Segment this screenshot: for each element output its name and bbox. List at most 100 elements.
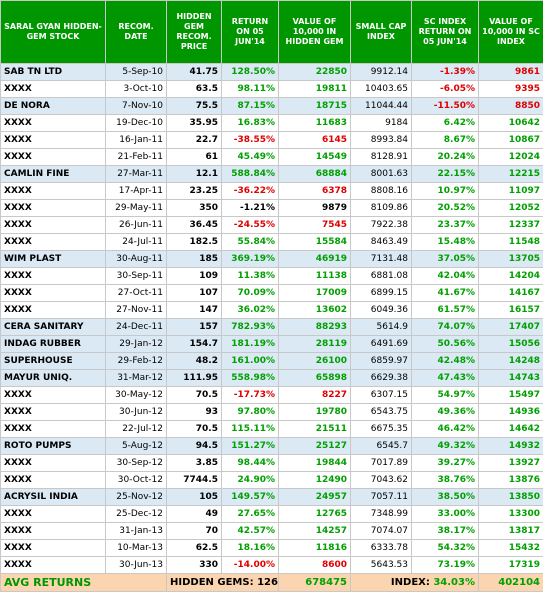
- small-cap-index: 6543.75: [351, 404, 412, 421]
- recom-date: 24-Jul-11: [106, 234, 167, 251]
- stock-name: SAB TN LTD: [1, 64, 106, 81]
- return-pct: 16.83%: [222, 115, 279, 132]
- sc-index-return: 47.43%: [412, 370, 479, 387]
- average-row: AVG RETURNS HIDDEN GEMS: 126.2% 678475 I…: [1, 574, 543, 592]
- small-cap-index: 8993.84: [351, 132, 412, 149]
- stock-name: INDAG RUBBER: [1, 336, 106, 353]
- stock-name: XXXX: [1, 506, 106, 523]
- recom-price: 23.25: [167, 183, 222, 200]
- small-cap-index: 6881.08: [351, 268, 412, 285]
- small-cap-index: 6859.97: [351, 353, 412, 370]
- stock-name: ROTO PUMPS: [1, 438, 106, 455]
- sc-index-value: 12052: [479, 200, 543, 217]
- sc-index-value: 13876: [479, 472, 543, 489]
- return-pct: 558.98%: [222, 370, 279, 387]
- small-cap-index: 7131.48: [351, 251, 412, 268]
- hidden-gem-value: 9879: [279, 200, 351, 217]
- stock-name: CERA SANITARY: [1, 319, 106, 336]
- header-index: SMALL CAP INDEX: [351, 1, 412, 64]
- sc-index-return: 54.32%: [412, 540, 479, 557]
- stock-name: XXXX: [1, 387, 106, 404]
- recom-date: 21-Feb-11: [106, 149, 167, 166]
- hidden-gem-value: 12490: [279, 472, 351, 489]
- recom-price: 36.45: [167, 217, 222, 234]
- recom-date: 29-Feb-12: [106, 353, 167, 370]
- hidden-gem-value: 11683: [279, 115, 351, 132]
- sc-index-return: 42.04%: [412, 268, 479, 285]
- recom-date: 31-Jan-13: [106, 523, 167, 540]
- return-pct: 588.84%: [222, 166, 279, 183]
- hidden-gems-total-value: 678475: [279, 574, 351, 592]
- recom-date: 24-Dec-11: [106, 319, 167, 336]
- recom-date: 5-Aug-12: [106, 438, 167, 455]
- sc-index-return: -11.50%: [412, 98, 479, 115]
- sc-index-value: 10867: [479, 132, 543, 149]
- avg-returns-label: AVG RETURNS: [1, 574, 167, 592]
- hidden-gem-value: 25127: [279, 438, 351, 455]
- sc-index-value: 12215: [479, 166, 543, 183]
- sc-index-return: 20.24%: [412, 149, 479, 166]
- return-pct: 149.57%: [222, 489, 279, 506]
- stock-name: WIM PLAST: [1, 251, 106, 268]
- index-label: INDEX: 34.03%: [351, 574, 479, 592]
- return-pct: 782.93%: [222, 319, 279, 336]
- small-cap-index: 5614.9: [351, 319, 412, 336]
- small-cap-index: 10403.65: [351, 81, 412, 98]
- hidden-gem-value: 19844: [279, 455, 351, 472]
- recom-date: 30-Jun-13: [106, 557, 167, 574]
- sc-index-return: 8.67%: [412, 132, 479, 149]
- recom-price: 7744.5: [167, 472, 222, 489]
- header-sc-value: VALUE OF 10,000 IN SC INDEX: [479, 1, 543, 64]
- sc-index-return: 54.97%: [412, 387, 479, 404]
- stock-name: CAMLIN FINE: [1, 166, 106, 183]
- sc-index-return: 41.67%: [412, 285, 479, 302]
- recom-date: 22-Jul-12: [106, 421, 167, 438]
- sc-index-value: 15056: [479, 336, 543, 353]
- header-value: VALUE OF 10,000 IN HIDDEN GEM: [279, 1, 351, 64]
- sc-index-value: 12024: [479, 149, 543, 166]
- recom-date: 3-Oct-10: [106, 81, 167, 98]
- recom-price: 35.95: [167, 115, 222, 132]
- header-sc-return: SC INDEX RETURN ON 05 JUN'14: [412, 1, 479, 64]
- hidden-gem-value: 8227: [279, 387, 351, 404]
- sc-index-return: 33.00%: [412, 506, 479, 523]
- stock-name: XXXX: [1, 455, 106, 472]
- recom-price: 48.2: [167, 353, 222, 370]
- stock-name: XXXX: [1, 472, 106, 489]
- recom-price: 70.5: [167, 421, 222, 438]
- recom-price: 94.5: [167, 438, 222, 455]
- sc-index-return: 15.48%: [412, 234, 479, 251]
- small-cap-index: 8128.91: [351, 149, 412, 166]
- sc-index-return: 10.97%: [412, 183, 479, 200]
- recom-date: 19-Dec-10: [106, 115, 167, 132]
- sc-index-return: 22.15%: [412, 166, 479, 183]
- sc-index-value: 16157: [479, 302, 543, 319]
- stock-name: XXXX: [1, 115, 106, 132]
- stock-name: XXXX: [1, 540, 106, 557]
- return-pct: 70.09%: [222, 285, 279, 302]
- recom-price: 75.5: [167, 98, 222, 115]
- stock-name: XXXX: [1, 217, 106, 234]
- stock-name: XXXX: [1, 234, 106, 251]
- sc-index-value: 14642: [479, 421, 543, 438]
- sc-index-value: 10642: [479, 115, 543, 132]
- hidden-gem-value: 12765: [279, 506, 351, 523]
- return-pct: 98.44%: [222, 455, 279, 472]
- sc-index-return: 74.07%: [412, 319, 479, 336]
- sc-index-return: -6.05%: [412, 81, 479, 98]
- hidden-gem-value: 68884: [279, 166, 351, 183]
